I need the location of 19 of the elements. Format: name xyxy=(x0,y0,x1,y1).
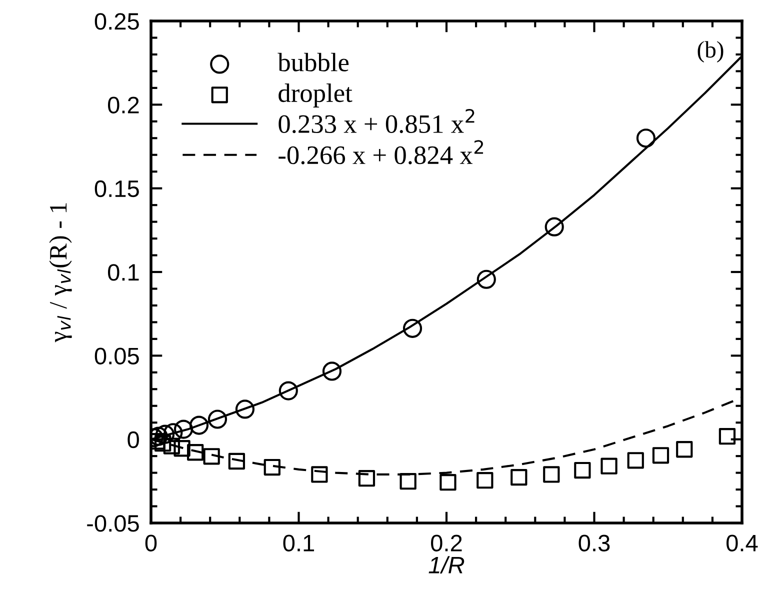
x-tick-label: 0.4 xyxy=(726,534,758,552)
x-tick-label: 0.2 xyxy=(431,534,462,552)
y-tick-label: 0.05 xyxy=(94,348,139,364)
x-tick-label: 0 xyxy=(145,534,157,552)
x-axis-title: 1/R xyxy=(428,556,464,574)
legend-label: droplet xyxy=(278,84,352,108)
y-tick-label: 0.2 xyxy=(108,96,139,114)
legend-label: -0.266 x + 0.824 x$^{2}$ xyxy=(278,140,484,164)
x-tick-label: 0.3 xyxy=(578,534,610,552)
y-tick-label: 0.25 xyxy=(94,13,139,30)
y-tick-label: 0.15 xyxy=(94,180,139,198)
annotation: (b) xyxy=(698,41,724,62)
y-tick-label: -0.05 xyxy=(87,515,139,532)
y-tick-label: 0.1 xyxy=(108,264,139,281)
x-tick-label: 0.1 xyxy=(283,534,314,552)
legend-label: 0.233 x + 0.851 x$^{2}$ xyxy=(278,108,474,134)
legend-label: bubble xyxy=(278,52,349,72)
y-tick-label: 0 xyxy=(128,431,139,448)
y-axis-title: γ$_{vl}$ / γ$_{vl}$(R) - 1 xyxy=(49,203,72,342)
